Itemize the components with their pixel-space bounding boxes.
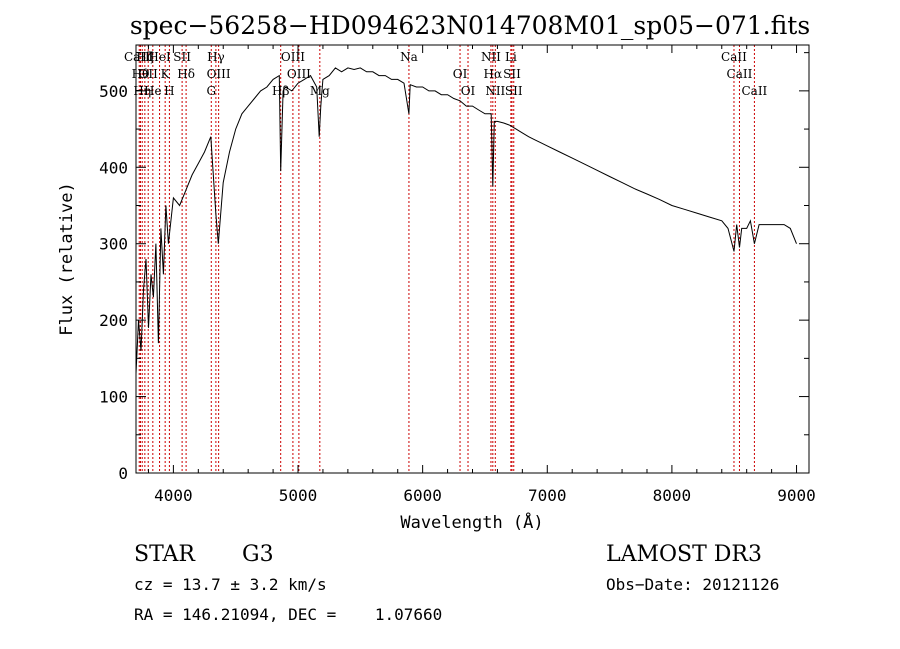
- y-tick-label: 200: [99, 311, 128, 330]
- y-tick-label: 100: [99, 388, 128, 407]
- line-marker-label: NII: [481, 50, 501, 64]
- line-marker-label: SII: [173, 50, 191, 64]
- line-marker-label: He: [144, 84, 162, 98]
- line-marker-label: NII: [485, 84, 505, 98]
- y-tick-label: 300: [99, 235, 128, 254]
- line-marker-label: OI: [461, 84, 476, 98]
- line-marker-label: CaII: [727, 67, 753, 81]
- line-marker-label: Hβ: [272, 84, 289, 98]
- line-marker-label: Hα: [484, 67, 503, 81]
- line-marker-label: OII: [139, 67, 159, 81]
- line-marker-label: CaII: [741, 84, 767, 98]
- x-tick-label: 4000: [154, 486, 193, 505]
- plot-frame: [135, 44, 810, 474]
- line-marker-label: HeI: [148, 50, 171, 64]
- line-marker-label: G: [206, 84, 216, 98]
- x-tick-label: 8000: [653, 486, 692, 505]
- emission-line-markers: [138, 45, 755, 473]
- line-marker-label: Mg: [310, 84, 330, 98]
- x-tick-label: 7000: [528, 486, 567, 505]
- line-marker-label: H: [164, 84, 174, 98]
- y-tick-label: 400: [99, 158, 128, 177]
- y-axis-ticks: 0 100 200 300 400 500: [99, 52, 809, 483]
- line-marker-label: SII: [503, 67, 521, 81]
- y-tick-label: 0: [118, 464, 128, 483]
- line-marker-label: OIII: [287, 67, 311, 81]
- x-tick-label: 6000: [403, 486, 442, 505]
- line-marker-label: Na: [400, 50, 418, 64]
- line-marker-label: Hγ: [207, 50, 225, 64]
- x-axis-label: Wavelength (Å): [400, 511, 543, 533]
- obs-date-text: Obs−Date: 20121126: [606, 575, 779, 594]
- flux-line: [135, 67, 797, 374]
- line-marker-label: CaIII: [124, 50, 155, 64]
- coordinates-text: RA = 146.21094, DEC = 1.07660: [134, 605, 442, 624]
- line-marker-label: OIII: [281, 50, 305, 64]
- y-axis-label: Flux (relative): [57, 182, 77, 336]
- line-marker-label: OIII: [207, 67, 231, 81]
- object-subclass: G3: [242, 542, 274, 567]
- y-tick-label: 500: [99, 82, 128, 101]
- line-marker-label: K: [161, 67, 171, 81]
- line-marker-label: Hδ: [177, 67, 195, 81]
- x-tick-label: 5000: [279, 486, 318, 505]
- line-marker-label: Li: [505, 50, 517, 64]
- redshift-text: cz = 13.7 ± 3.2 km/s: [134, 575, 327, 594]
- line-marker-label: SII: [505, 84, 523, 98]
- x-tick-label: 9000: [777, 486, 816, 505]
- object-class: STAR: [134, 542, 196, 567]
- emission-line-labels: CaIIIHθHηHζOIIHeHeIKHSIIHδGHγOIIIHβOIIIO…: [124, 50, 768, 98]
- x-axis-ticks: 4000 5000 6000 7000 8000 9000: [147, 45, 816, 505]
- chart-title: spec−56258−HD094623N014708M01_sp05−071.f…: [130, 11, 810, 40]
- line-marker-label: Hζ: [136, 50, 153, 64]
- line-marker-label: OI: [453, 67, 468, 81]
- survey-label: LAMOST DR3: [606, 542, 762, 567]
- line-marker-label: CaII: [721, 50, 747, 64]
